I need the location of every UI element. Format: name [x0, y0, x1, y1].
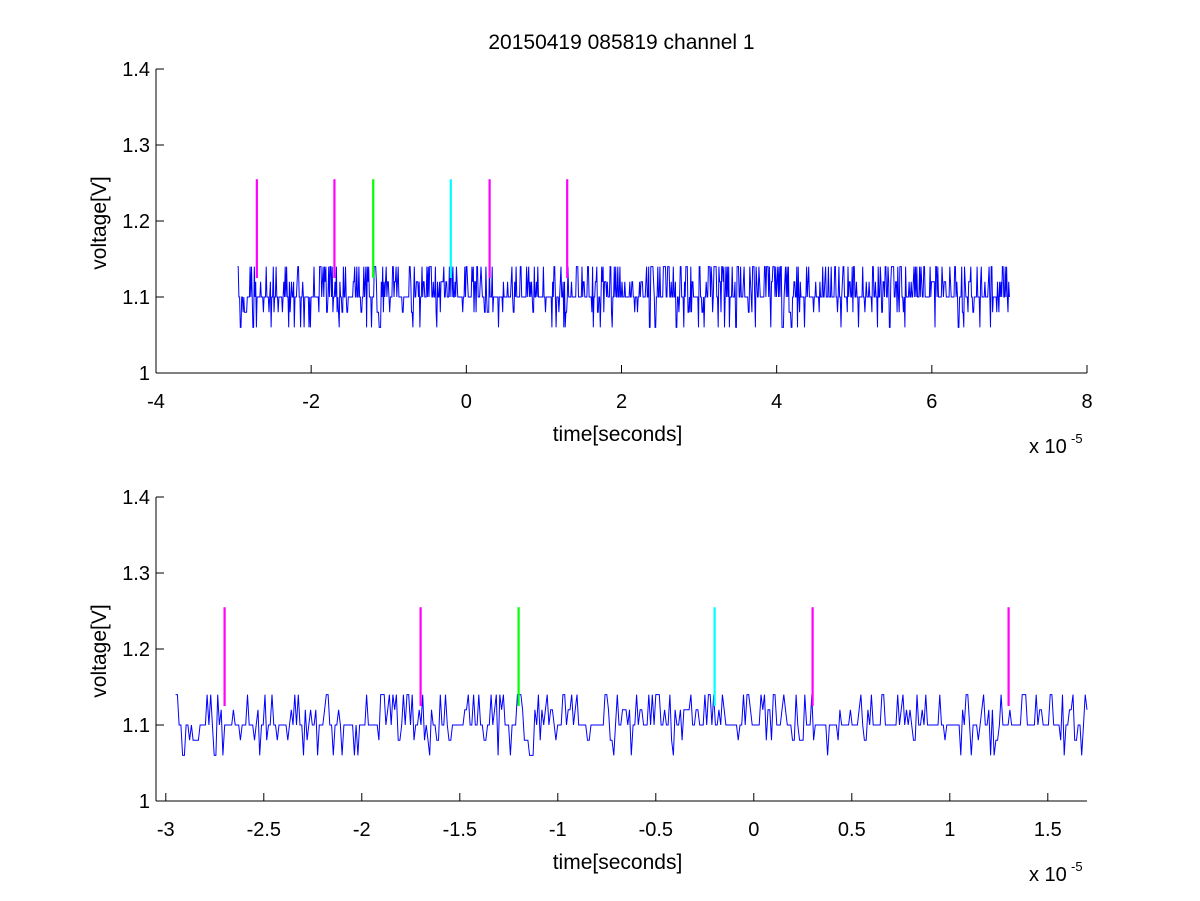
- x-tick-label: 0.5: [838, 819, 866, 841]
- x-tick-label: 1: [944, 819, 955, 841]
- x-tick-label: -2: [302, 391, 320, 413]
- x-axis-label: time[seconds]: [553, 423, 683, 446]
- y-tick-label: 1.2: [122, 211, 150, 233]
- y-tick-label: 1.1: [122, 715, 150, 737]
- y-tick-label: 1.3: [122, 135, 150, 157]
- y-tick-label: 1.4: [122, 59, 150, 81]
- x-axis-label: time[seconds]: [553, 851, 683, 874]
- y-axis-label: voltage[V]: [88, 604, 111, 697]
- x-tick-label: -1.5: [443, 819, 477, 841]
- x-tick-label: 1.5: [1034, 819, 1062, 841]
- x-multiplier-label: x 10: [1029, 864, 1067, 886]
- subplot-2: 1 1.1 1.2 1.3 1.4 -3 -2.5 -2 -1.5 -1 -0.5 0 0.5 1 1.5 t…: [88, 487, 1088, 886]
- y-tick-label: 1: [139, 791, 150, 813]
- x-tick-label: 2: [616, 391, 627, 413]
- x-tick-label: 0: [748, 819, 759, 841]
- x-tick-label: -4: [147, 391, 165, 413]
- y-axis-label: voltage[V]: [88, 176, 111, 269]
- y-tick-label: 1: [139, 363, 150, 385]
- x-tick-label: -1: [549, 819, 567, 841]
- voltage-trace: [237, 266, 1010, 328]
- x-tick-label: 6: [926, 391, 937, 413]
- x-tick-label: -0.5: [639, 819, 673, 841]
- x-tick-label: 4: [771, 391, 782, 413]
- x-multiplier-exponent: -5: [1071, 431, 1083, 446]
- x-tick-label: 0: [461, 391, 472, 413]
- y-tick-label: 1.2: [122, 639, 150, 661]
- x-multiplier-label: x 10: [1029, 436, 1067, 458]
- x-tick-label: -3: [157, 819, 175, 841]
- x-tick-label: 8: [1081, 391, 1092, 413]
- subplot-1: 1 1.1 1.2 1.3 1.4 -4 -2 0 2 4 6 8 time[seconds] volta…: [88, 31, 1093, 458]
- voltage-trace: [175, 694, 1088, 756]
- y-tick-label: 1.1: [122, 287, 150, 309]
- x-multiplier-exponent: -5: [1071, 859, 1083, 874]
- chart-title: 20150419 085819 channel 1: [488, 31, 754, 54]
- y-tick-label: 1.3: [122, 563, 150, 585]
- y-tick-label: 1.4: [122, 487, 150, 509]
- x-tick-label: -2.5: [247, 819, 281, 841]
- x-tick-label: -2: [353, 819, 371, 841]
